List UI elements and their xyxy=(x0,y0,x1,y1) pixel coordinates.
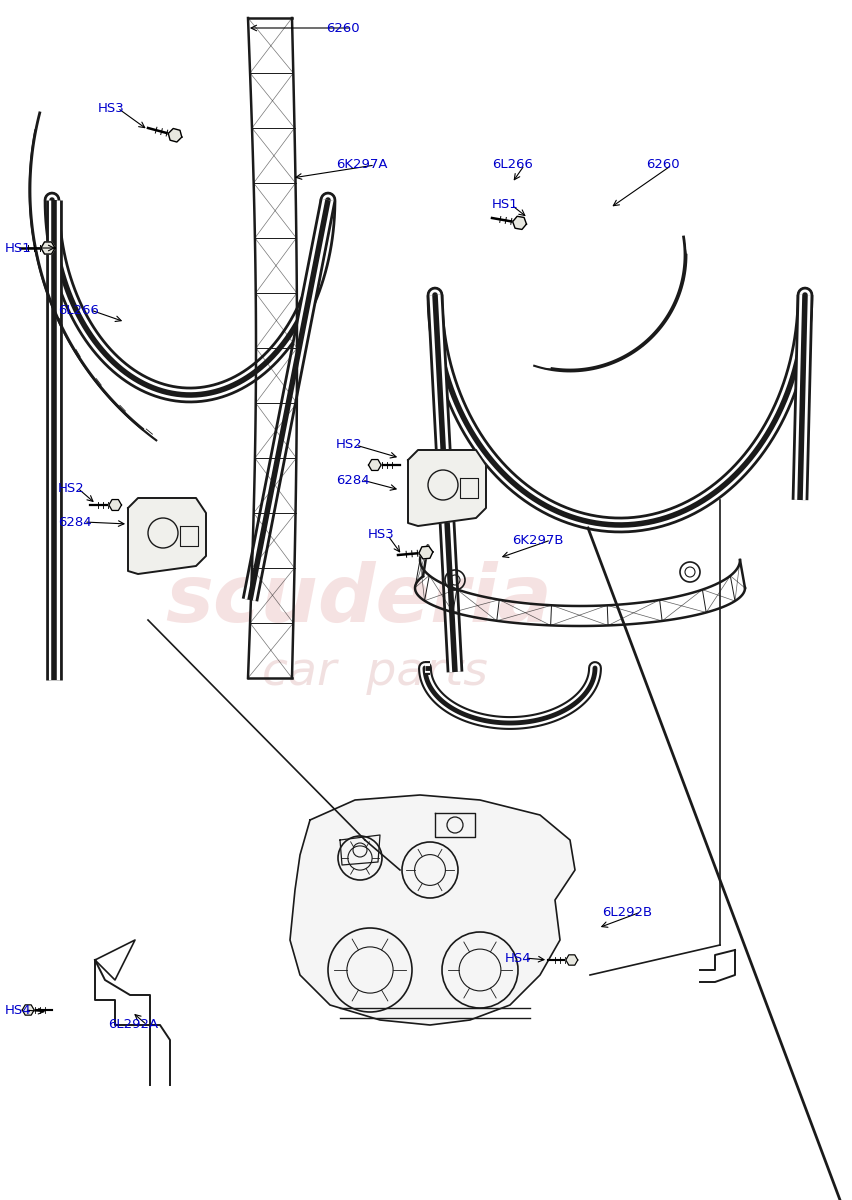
Polygon shape xyxy=(512,216,526,229)
Text: 6K297B: 6K297B xyxy=(511,534,563,546)
Text: scuderia: scuderia xyxy=(164,560,551,638)
Text: 6L266: 6L266 xyxy=(58,304,99,317)
Text: 6L292B: 6L292B xyxy=(602,906,652,918)
Text: HS1: HS1 xyxy=(492,198,518,211)
Text: 6260: 6260 xyxy=(325,22,360,35)
Polygon shape xyxy=(22,1004,34,1015)
Text: 6284: 6284 xyxy=(58,516,91,528)
Polygon shape xyxy=(168,128,181,142)
Text: HS4: HS4 xyxy=(5,1003,32,1016)
Polygon shape xyxy=(41,242,55,254)
Polygon shape xyxy=(368,460,381,470)
Text: 6L266: 6L266 xyxy=(492,158,532,172)
Text: 6260: 6260 xyxy=(645,158,679,172)
Polygon shape xyxy=(109,499,121,510)
Polygon shape xyxy=(418,546,432,559)
Text: HS2: HS2 xyxy=(58,481,84,494)
Text: HS1: HS1 xyxy=(5,241,32,254)
Polygon shape xyxy=(407,450,486,526)
Polygon shape xyxy=(565,955,577,965)
Text: car  parts: car parts xyxy=(262,649,487,695)
Text: 6K297A: 6K297A xyxy=(336,158,387,172)
Polygon shape xyxy=(290,794,574,1025)
Text: HS2: HS2 xyxy=(336,438,362,451)
Text: HS4: HS4 xyxy=(504,952,531,965)
Text: HS3: HS3 xyxy=(367,528,394,541)
Text: HS3: HS3 xyxy=(98,102,124,114)
Polygon shape xyxy=(128,498,206,574)
Text: 6284: 6284 xyxy=(336,474,369,486)
Text: 6L292A: 6L292A xyxy=(108,1019,158,1032)
